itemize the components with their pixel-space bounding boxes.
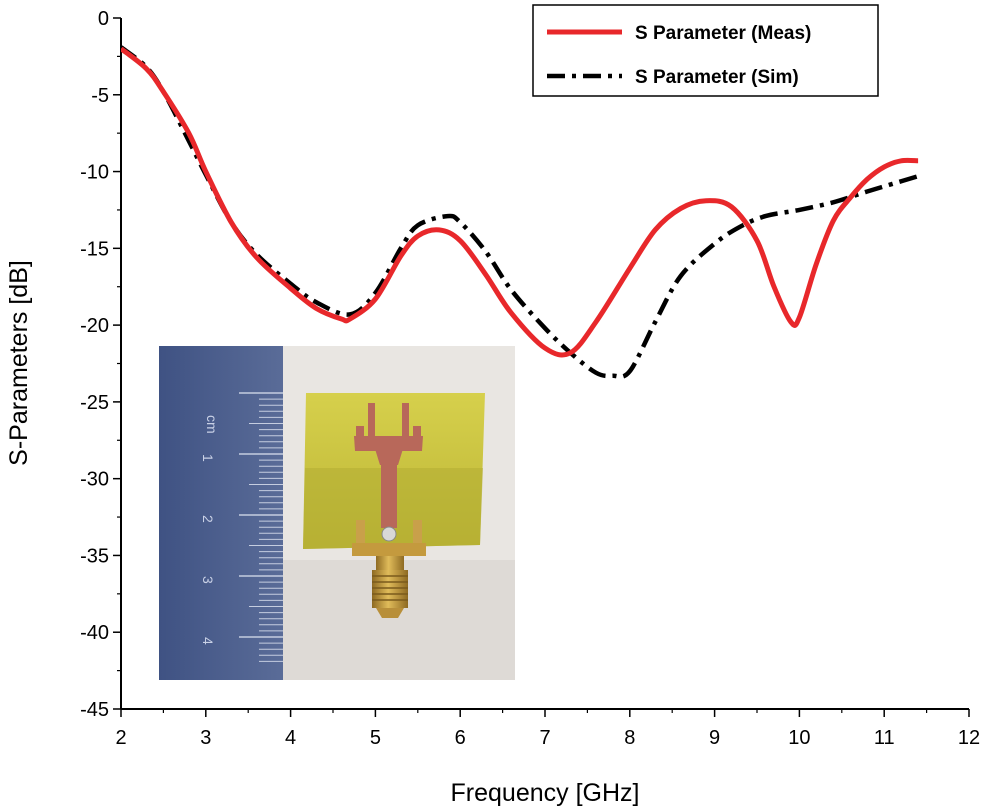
- legend: S Parameter (Meas) S Parameter (Sim): [532, 4, 879, 97]
- y-tick-label: -5: [91, 85, 109, 107]
- ruler-ticks: [239, 392, 283, 662]
- x-ticks: 2 3 4 5 6 7 8 9 10 11 12: [115, 709, 980, 749]
- series-line-meas: [121, 46, 919, 358]
- x-tick-label: 10: [788, 727, 810, 749]
- y-tick-label: -30: [80, 469, 109, 491]
- ruler-number-2: 2: [200, 515, 216, 523]
- sma-connector: [352, 520, 426, 618]
- x-tick-label: 5: [370, 727, 381, 749]
- x-tick-label: 8: [624, 727, 635, 749]
- y-tick-label: -10: [80, 162, 109, 184]
- legend-label-meas: S Parameter (Meas): [635, 23, 811, 44]
- ruler-numbers: cm 1 2 3 4: [200, 415, 220, 645]
- y-tick-label: -45: [80, 699, 109, 721]
- ruler: [159, 346, 283, 680]
- x-tick-label: 7: [539, 727, 550, 749]
- x-tick-label: 3: [200, 727, 211, 749]
- x-tick-label: 11: [874, 727, 895, 749]
- antenna-radiator: [354, 403, 423, 528]
- x-axis-title: Frequency [GHz]: [451, 779, 640, 807]
- y-tick-label: -35: [80, 545, 109, 567]
- series-line-sim: [121, 45, 919, 379]
- legend-box: [532, 4, 879, 97]
- y-tick-label: -25: [80, 392, 109, 414]
- ruler-number-1: 1: [200, 454, 216, 462]
- y-tick-label: 0: [98, 8, 109, 30]
- x-tick-label: 2: [115, 727, 126, 749]
- antenna-photo-inset: cm 1 2 3 4: [159, 346, 515, 680]
- y-ticks: 0 -5 -10 -15 -20 -25 -30 -35 -40 -45: [80, 8, 121, 721]
- y-axis-title: S-Parameters [dB]: [5, 260, 33, 466]
- x-tick-label: 9: [709, 727, 720, 749]
- x-tick-label: 6: [455, 727, 466, 749]
- ruler-number-4: 4: [200, 637, 216, 645]
- ruler-number-cm: cm: [204, 415, 220, 434]
- series-layer: [121, 45, 919, 379]
- x-tick-label: 12: [958, 727, 980, 749]
- legend-label-sim: S Parameter (Sim): [635, 67, 799, 88]
- ruler-number-3: 3: [200, 576, 216, 584]
- x-tick-label: 4: [285, 727, 296, 749]
- y-tick-label: -20: [80, 315, 109, 337]
- y-tick-label: -15: [80, 238, 109, 260]
- y-tick-label: -40: [80, 622, 109, 644]
